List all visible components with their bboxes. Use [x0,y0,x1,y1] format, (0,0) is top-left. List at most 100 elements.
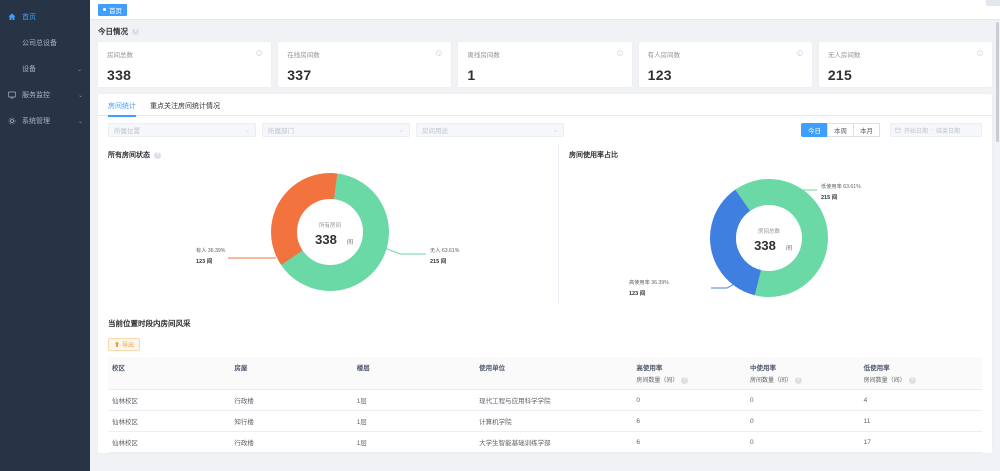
info-icon[interactable]: i [977,50,984,56]
tab-dot-icon [103,8,106,11]
sidebar-item-label: 设备 [22,66,36,73]
cell-low: 17 [859,431,982,453]
info-icon[interactable]: i [616,50,623,56]
col-campus[interactable]: 校区 [108,357,231,390]
tab-key-room-statistics[interactable]: 重点关注房间统计情况 [150,101,220,116]
col-sublabel: 房间数量（间） [863,378,906,384]
cell-building: 行政楼 [230,389,353,411]
sidebar-item-service-monitor[interactable]: 服务监控 ⌄ [0,82,90,108]
stat-card-online-rooms: 在线房间数 i 337 [278,42,452,87]
donut-center-value: 338 [754,238,776,253]
cell-building: 行政楼 [230,431,353,453]
page-scrollbar[interactable] [995,20,1000,471]
cell-campus: 仙林校区 [108,410,231,432]
chart-row: 所有房间状态 ? 所有房间 338 间 [98,144,992,310]
donut-center-label: 房间总数 [758,227,781,235]
chart-title: 房间使用率占比 [569,150,1000,160]
gear-icon [7,117,16,126]
help-icon[interactable]: ? [681,376,689,384]
sidebar-item-company-devices[interactable]: 公司总设备 [0,30,90,56]
select-room-usage[interactable]: 房间用途 ⌄ [416,123,564,137]
stat-value: 337 [287,67,312,83]
sidebar-item-devices[interactable]: 设备 ⌄ [0,56,90,82]
col-floor[interactable]: 楼层 [352,357,476,390]
cell-floor: 1层 [352,389,476,411]
callout-line-high-usage [711,279,742,289]
col-mid-usage[interactable]: 中使用率 房间数量（间）? [746,357,860,390]
cell-floor: 1层 [352,431,476,453]
col-low-usage[interactable]: 低使用率 房间数量（间）? [859,357,982,390]
table-head: 校区 房屋 楼层 使用单位 高使用率 房间数量（间）? 中使用率 [108,357,982,390]
table-body: 仙林校区 行政楼 1层 现代工程与应用科学学院 0 0 4 仙林校区 知行楼 [108,389,982,453]
stat-label: 离线房间数 [467,52,500,59]
stat-label: 无人房间数 [827,52,861,59]
sidebar-item-home[interactable]: 首页 [0,4,90,30]
col-sublabel-wrap: 房间数量（间）? [864,375,982,384]
chart-title-text: 所有房间状态 [108,152,150,159]
range-week-button[interactable]: 本周 [827,123,854,137]
statistics-panel: 房间统计 重点关注房间统计情况 所属位置 ⌄ 所属部门 ⌄ [98,94,992,453]
cell-unit: 计算机学院 [475,410,633,432]
range-month-button[interactable]: 本月 [853,123,880,137]
date-range-picker[interactable]: 开始日期 - 结束日期 [890,123,982,137]
help-icon[interactable]: ? [154,151,161,159]
help-icon[interactable]: ? [795,376,803,384]
info-icon[interactable]: i [436,50,443,56]
stat-value: 338 [107,67,132,83]
sidebar-item-system-management[interactable]: 系统管理 ⌄ [0,108,90,134]
info-icon[interactable]: i [796,50,803,56]
help-icon[interactable]: ? [132,28,139,35]
date-separator: - [931,127,934,133]
col-label: 楼层 [356,365,370,372]
tab-home[interactable]: 首页 [98,3,127,16]
donut-slice-high-usage [710,179,828,297]
upload-icon: ⬆ [114,343,121,349]
date-end: 结束日期 [936,128,961,135]
stat-label: 在线房间数 [287,52,320,59]
col-building[interactable]: 房屋 [230,357,353,390]
sidebar-item-label: 系统管理 [22,118,50,125]
tab-bar: 首页 [90,0,1000,20]
chart-title: 所有房间状态 ? [108,150,548,160]
stat-card-vacant-rooms: 无人房间数 i 215 [818,42,993,87]
col-label: 房屋 [234,365,248,372]
export-button[interactable]: ⬆ 导出 [108,338,141,351]
col-high-usage[interactable]: 高使用率 房间数量（间）? [632,357,746,390]
col-sublabel-wrap: 房间数量（间）? [636,375,746,384]
col-unit[interactable]: 使用单位 [475,357,633,390]
cell-low: 4 [859,389,982,411]
stat-card-total-rooms: 房间总数 i 338 [98,42,272,87]
table-row[interactable]: 仙林校区 行政楼 1层 现代工程与应用科学学院 0 0 4 [108,389,982,411]
chevron-down-icon: ⌄ [76,66,82,73]
filter-bar: 所属位置 ⌄ 所属部门 ⌄ 房间用途 ⌄ 今日 本周 [98,116,992,144]
select-location[interactable]: 所属位置 ⌄ [108,123,256,137]
info-icon[interactable]: i [256,50,263,56]
today-situation-title: 今日情况 ? [98,26,992,37]
cell-mid: 0 [746,410,860,432]
donut-center-label: 所有房间 [319,221,341,229]
chevron-down-icon: ⌄ [552,127,558,134]
sidebar-item-label: 服务监控 [22,92,50,99]
panel-tab-list: 房间统计 重点关注房间统计情况 [98,94,992,117]
callout-high-text: 高使用率 36.39% [629,278,669,286]
table-row[interactable]: 仙林校区 知行楼 1层 计算机学院 6 0 11 [108,410,982,432]
col-label: 高使用率 [636,365,663,372]
donut-center-unit: 间 [347,238,353,246]
table-title: 当前位置时段内房间风采 [108,318,982,329]
table-row[interactable]: 仙林校区 行政楼 1层 大学生智能基础训练学部 6 0 17 [108,431,982,453]
help-icon[interactable]: ? [908,376,916,384]
cell-mid: 0 [746,389,860,411]
tab-room-statistics[interactable]: 房间统计 [108,101,136,117]
stat-value: 1 [467,67,476,83]
select-value: 房间用途 [422,128,448,135]
callout-line-vacant [379,245,426,255]
col-label: 低使用率 [863,365,890,372]
range-today-button[interactable]: 今日 [801,123,828,137]
chevron-down-icon: ⌄ [77,92,83,99]
room-table: 校区 房屋 楼层 使用单位 高使用率 房间数量（间）? 中使用率 [108,357,982,453]
cell-high: 6 [632,410,746,432]
chart-all-room-status: 所有房间状态 ? 所有房间 338 间 [98,144,559,304]
cell-unit: 现代工程与应用科学学院 [475,389,633,411]
page-scrollbar-thumb[interactable] [996,22,999,142]
select-department[interactable]: 所属部门 ⌄ [262,123,410,137]
